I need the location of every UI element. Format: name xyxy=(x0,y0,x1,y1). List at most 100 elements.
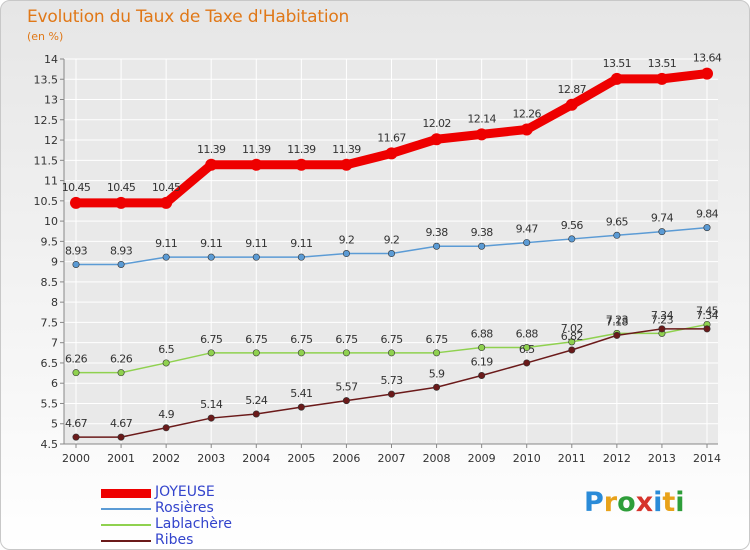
data-label-joyeuse: 11.39 xyxy=(287,143,316,156)
y-tick-label: 14 xyxy=(44,53,58,66)
data-point-ribes xyxy=(342,397,350,405)
data-point-joyeuse xyxy=(160,196,173,209)
data-point-ribes xyxy=(252,410,260,418)
data-point-joyeuse xyxy=(70,196,82,209)
data-label-ribes: 5.73 xyxy=(380,374,403,387)
y-tick-label: 7 xyxy=(51,337,58,350)
x-tick-label: 2011 xyxy=(558,452,586,465)
data-label-joyeuse: 12.14 xyxy=(467,112,496,125)
data-label-joyeuse: 12.26 xyxy=(512,108,541,121)
x-tick-label: 2014 xyxy=(693,452,721,465)
data-point-rosieres xyxy=(207,253,215,261)
x-tick-label: 2010 xyxy=(513,452,541,465)
data-label-joyeuse: 10.45 xyxy=(62,181,91,194)
legend-swatch-joyeuse xyxy=(101,489,151,498)
y-tick-label: 9 xyxy=(51,256,58,269)
x-tick-label: 2006 xyxy=(332,452,360,465)
data-label-joyeuse: 13.51 xyxy=(603,57,632,70)
data-label-ribes: 6.5 xyxy=(519,343,535,356)
y-tick-label: 11 xyxy=(44,175,58,188)
x-tick-label: 2008 xyxy=(423,452,451,465)
data-point-lablachere xyxy=(162,359,170,367)
data-label-joyeuse: 11.39 xyxy=(197,143,226,156)
data-label-lablachere: 7.23 xyxy=(606,313,629,326)
data-label-lablachere: 6.75 xyxy=(245,333,268,346)
x-tick-label: 2001 xyxy=(107,452,135,465)
data-label-ribes: 7.34 xyxy=(696,309,719,322)
data-point-joyeuse xyxy=(610,72,623,85)
data-label-joyeuse: 13.64 xyxy=(693,52,722,65)
data-label-rosieres: 9.47 xyxy=(516,223,539,236)
legend-swatch-rosieres xyxy=(101,508,151,510)
y-tick-label: 13 xyxy=(44,94,58,107)
y-tick-label: 10.5 xyxy=(34,195,59,208)
data-point-ribes xyxy=(658,325,666,333)
legend-swatch-lablachere xyxy=(101,524,151,526)
data-point-lablachere xyxy=(117,369,125,377)
data-label-ribes: 4.67 xyxy=(65,417,88,430)
data-label-ribes: 4.67 xyxy=(110,417,133,430)
x-tick-label: 2002 xyxy=(152,452,180,465)
data-point-ribes xyxy=(478,372,486,380)
data-label-lablachere: 6.88 xyxy=(471,328,494,341)
data-point-rosieres xyxy=(523,239,531,247)
data-label-lablachere: 7.45 xyxy=(696,304,719,317)
data-label-lablachere: 6.88 xyxy=(516,328,539,341)
data-point-lablachere xyxy=(478,344,486,352)
brand-logo-letter: i xyxy=(653,487,663,518)
data-label-rosieres: 9.2 xyxy=(339,234,355,247)
data-point-rosieres xyxy=(568,235,576,243)
data-point-rosieres xyxy=(703,224,711,232)
data-point-lablachere xyxy=(297,349,305,357)
y-tick-label: 4.5 xyxy=(41,438,59,451)
data-point-rosieres xyxy=(658,228,666,236)
data-label-rosieres: 8.93 xyxy=(110,244,133,257)
data-point-rosieres xyxy=(478,242,486,250)
chart-title: Evolution du Taux de Taxe d'Habitation xyxy=(27,7,350,27)
data-label-ribes: 6.82 xyxy=(561,330,583,343)
legend-label-lablachere: Lablachère xyxy=(155,516,232,532)
data-point-rosieres xyxy=(433,242,441,250)
data-label-rosieres: 8.93 xyxy=(65,244,88,257)
brand-logo-letter: t xyxy=(662,487,676,518)
data-label-ribes: 7.34 xyxy=(651,309,674,322)
data-point-joyeuse xyxy=(565,98,578,111)
y-tick-label: 10 xyxy=(44,215,58,228)
data-label-rosieres: 9.65 xyxy=(606,215,629,228)
data-label-lablachere: 6.75 xyxy=(290,333,313,346)
legend-label-rosieres: Rosières xyxy=(155,500,214,516)
brand-logo: Proxiti xyxy=(584,487,685,518)
data-label-lablachere: 6.26 xyxy=(110,353,133,366)
x-tick-label: 2009 xyxy=(468,452,496,465)
data-label-ribes: 5.41 xyxy=(290,387,312,400)
data-point-ribes xyxy=(613,331,621,339)
data-label-joyeuse: 10.45 xyxy=(107,181,136,194)
data-point-ribes xyxy=(387,390,395,398)
data-label-lablachere: 6.5 xyxy=(158,343,174,356)
data-label-joyeuse: 12.02 xyxy=(422,117,451,130)
brand-logo-letter: o xyxy=(617,487,636,518)
data-point-joyeuse xyxy=(701,67,713,80)
data-point-ribes xyxy=(72,433,80,441)
data-label-lablachere: 7.02 xyxy=(561,322,583,335)
data-point-rosieres xyxy=(387,250,395,258)
data-point-joyeuse xyxy=(205,158,218,171)
y-tick-label: 8.5 xyxy=(41,276,59,289)
data-label-joyeuse: 13.51 xyxy=(648,57,677,70)
data-label-lablachere: 6.75 xyxy=(380,333,403,346)
data-point-ribes xyxy=(297,403,305,411)
data-label-rosieres: 9.11 xyxy=(245,237,267,250)
data-point-rosieres xyxy=(252,253,260,261)
data-label-rosieres: 9.38 xyxy=(426,226,449,239)
y-tick-label: 12 xyxy=(44,134,58,147)
data-point-joyeuse xyxy=(115,196,128,209)
data-label-lablachere: 7.23 xyxy=(651,313,674,326)
data-label-joyeuse: 12.87 xyxy=(558,83,587,96)
x-tick-label: 2004 xyxy=(242,452,270,465)
legend-label-joyeuse: JOYEUSE xyxy=(155,484,215,500)
data-point-lablachere xyxy=(387,349,395,357)
data-point-ribes xyxy=(703,325,711,333)
data-point-lablachere xyxy=(342,349,350,357)
data-label-lablachere: 6.75 xyxy=(426,333,449,346)
